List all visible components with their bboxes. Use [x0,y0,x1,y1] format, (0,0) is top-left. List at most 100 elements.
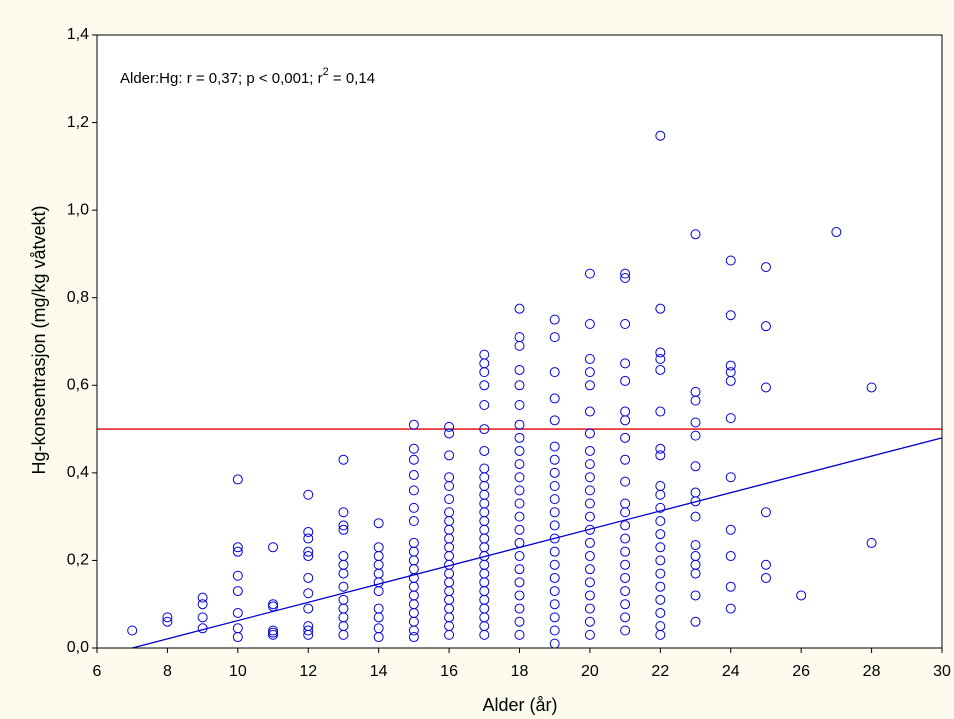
point [690,540,701,551]
x-tick-label: 10 [229,663,247,680]
point [584,472,595,483]
point [514,332,525,343]
point [620,454,631,465]
point [408,632,419,643]
y-tick-label: 0,4 [67,464,89,481]
point [584,629,595,640]
point [338,454,349,465]
point [549,559,560,570]
point [514,445,525,456]
point [690,487,701,498]
x-tick-label: 14 [370,663,388,680]
point [373,518,384,529]
point [408,516,419,527]
point [831,227,842,238]
point [584,537,595,548]
x-tick-label: 16 [440,663,458,680]
point [655,450,666,461]
point [444,494,455,505]
annotation: Alder:Hg: r = 0,37; p < 0,001; r2 = 0,14 [120,66,375,87]
point [549,367,560,378]
point [620,268,631,279]
point [584,367,595,378]
point [444,428,455,439]
point [725,551,736,562]
point [197,599,208,610]
point [514,485,525,496]
point [690,430,701,441]
point [655,568,666,579]
point [549,520,560,531]
point [620,625,631,636]
point [655,303,666,314]
point [479,380,490,391]
point [549,454,560,465]
y-tick-label: 1,2 [67,114,89,131]
y-tick-label: 0,8 [67,289,89,306]
point [584,590,595,601]
point [584,318,595,329]
point [796,590,807,601]
y-tick-label: 0,6 [67,377,89,394]
y-tick-label: 0,2 [67,552,89,569]
point [620,498,631,509]
x-tick-label: 18 [511,663,529,680]
point [725,472,736,483]
point [197,612,208,623]
point [303,551,314,562]
point [162,612,173,623]
point [162,616,173,627]
point [549,415,560,426]
point [866,537,877,548]
point [232,570,243,581]
point [373,623,384,634]
point [655,621,666,632]
point [655,581,666,592]
point [408,537,419,548]
point [620,432,631,443]
point [268,627,279,638]
point [303,489,314,500]
x-tick-label: 8 [163,663,172,680]
x-tick-label: 12 [299,663,317,680]
point [514,364,525,375]
point [268,542,279,553]
point [303,572,314,583]
point [408,443,419,454]
point [690,511,701,522]
point [514,524,525,535]
point [655,406,666,417]
point [514,432,525,443]
point [479,349,490,360]
point [408,454,419,465]
y-axis-label: Hg-konsentrasjon (mg/kg våtvekt) [29,205,49,474]
point [303,533,314,544]
point [549,494,560,505]
point [584,616,595,627]
point [655,516,666,527]
point [303,546,314,557]
point [620,375,631,386]
point [232,546,243,557]
point [620,476,631,487]
point [655,555,666,566]
point [584,485,595,496]
point [514,564,525,575]
point [584,406,595,417]
annotation-superscript: 2 [323,66,329,78]
point [549,533,560,544]
point [690,616,701,627]
point [655,364,666,375]
point [514,511,525,522]
point [303,625,314,636]
point [338,551,349,562]
point [232,586,243,597]
point [338,594,349,605]
point [408,419,419,430]
plot-border [96,34,943,649]
point [655,130,666,141]
point [725,367,736,378]
point [584,551,595,562]
point [549,393,560,404]
